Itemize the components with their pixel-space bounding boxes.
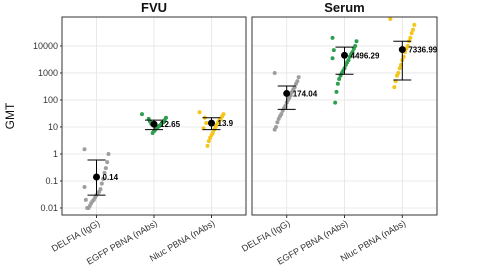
data-point: [197, 110, 202, 115]
panel-title: FVU: [141, 0, 167, 15]
data-point: [335, 81, 340, 86]
data-point: [331, 48, 336, 53]
y-tick-label: 10: [48, 122, 58, 132]
data-point: [101, 176, 106, 181]
panel-title: Serum: [324, 0, 364, 15]
data-point: [412, 22, 417, 27]
data-point: [272, 127, 277, 132]
y-tick-label: 10000: [33, 41, 58, 51]
y-tick-label: 0.01: [40, 203, 58, 213]
data-point: [82, 184, 87, 189]
data-point: [296, 75, 301, 80]
gmt-point: [283, 89, 291, 97]
value-label: 174.04: [293, 89, 318, 98]
data-point: [347, 54, 352, 59]
panel-border: [251, 16, 438, 216]
x-tick-label: DELFIA (IgG): [50, 218, 102, 254]
y-tick-label: 100: [43, 95, 58, 105]
data-point: [205, 143, 210, 148]
data-point: [82, 147, 87, 152]
y-tick-label: 1000: [38, 68, 58, 78]
gmt-point: [208, 119, 215, 127]
data-point: [105, 160, 110, 165]
data-point: [99, 181, 104, 186]
x-tick-label: Nluc PBNA (nAbs): [339, 218, 408, 263]
data-point: [103, 166, 108, 171]
data-point: [272, 70, 277, 75]
data-point: [337, 76, 342, 81]
data-point: [397, 66, 402, 71]
data-point: [290, 89, 295, 94]
value-label: 13.9: [218, 119, 234, 128]
data-point: [206, 139, 211, 144]
value-label: 4496.29: [351, 51, 380, 60]
y-tick-label: 0.1: [45, 176, 58, 186]
data-point: [106, 151, 111, 156]
data-point: [275, 120, 280, 125]
x-tick-label: DELFIA (IgG): [240, 218, 292, 254]
data-point: [330, 56, 335, 61]
data-point: [204, 121, 209, 126]
data-point: [388, 16, 393, 21]
data-point: [334, 89, 339, 94]
gmt-point: [341, 51, 348, 59]
panel-border: [61, 16, 247, 216]
gmt-point: [398, 46, 406, 54]
y-tick-label: 1: [53, 149, 58, 159]
data-point: [150, 130, 155, 135]
data-point: [408, 35, 413, 40]
data-point: [394, 73, 399, 78]
data-point: [330, 35, 335, 40]
data-point: [140, 112, 144, 117]
x-tick-label: Nluc PBNA (nAbs): [148, 218, 217, 263]
data-point: [102, 170, 107, 175]
y-axis-label: GMT: [3, 102, 17, 129]
value-label: 7336.99: [408, 46, 437, 55]
value-label: 12.65: [160, 120, 181, 129]
gmt-point: [150, 120, 158, 128]
data-point: [409, 31, 414, 36]
gmt-point: [93, 173, 100, 181]
data-point: [276, 116, 281, 121]
data-point: [85, 205, 90, 210]
data-point: [83, 197, 88, 202]
data-point: [354, 39, 359, 44]
data-point: [410, 27, 415, 32]
data-point: [208, 135, 213, 140]
value-label: 0.14: [103, 173, 119, 182]
data-point: [333, 100, 338, 105]
data-point: [294, 81, 299, 86]
data-point: [392, 85, 397, 90]
